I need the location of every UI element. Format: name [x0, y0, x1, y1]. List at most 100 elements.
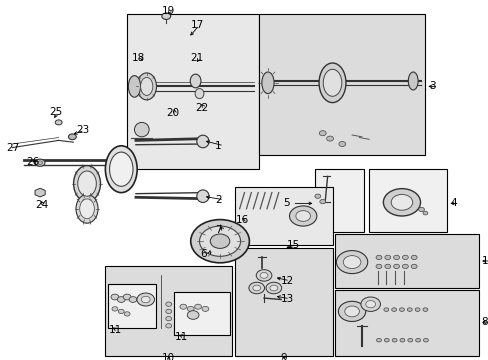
- Circle shape: [269, 285, 277, 291]
- Ellipse shape: [134, 122, 149, 137]
- Circle shape: [202, 306, 208, 311]
- Circle shape: [265, 282, 281, 294]
- Circle shape: [141, 296, 150, 303]
- Circle shape: [393, 264, 399, 269]
- Circle shape: [137, 293, 154, 306]
- Circle shape: [422, 308, 427, 311]
- Circle shape: [414, 308, 419, 311]
- Text: 19: 19: [161, 6, 174, 16]
- Bar: [334, 290, 478, 356]
- Circle shape: [423, 338, 427, 342]
- Circle shape: [187, 311, 199, 319]
- Text: 23: 23: [76, 125, 89, 135]
- Circle shape: [252, 285, 260, 291]
- Circle shape: [410, 255, 416, 260]
- Text: 6: 6: [200, 249, 207, 259]
- Circle shape: [390, 194, 412, 210]
- Circle shape: [343, 256, 360, 269]
- Bar: [234, 187, 332, 245]
- Circle shape: [165, 302, 171, 306]
- Text: 12: 12: [281, 276, 294, 286]
- Text: 14: 14: [481, 256, 488, 266]
- Circle shape: [338, 141, 345, 147]
- Circle shape: [165, 324, 171, 328]
- Circle shape: [384, 264, 390, 269]
- Ellipse shape: [407, 72, 417, 90]
- Circle shape: [376, 338, 381, 342]
- Circle shape: [384, 255, 390, 260]
- Circle shape: [375, 255, 381, 260]
- Text: 17: 17: [190, 20, 203, 30]
- Text: 18: 18: [132, 53, 145, 63]
- Circle shape: [129, 297, 137, 302]
- Bar: [315, 169, 364, 232]
- Circle shape: [338, 301, 365, 321]
- Circle shape: [190, 220, 249, 263]
- Bar: [334, 234, 478, 288]
- Circle shape: [375, 264, 381, 269]
- Circle shape: [391, 308, 396, 311]
- Circle shape: [418, 207, 424, 212]
- Circle shape: [326, 136, 333, 141]
- Text: 7: 7: [215, 225, 222, 235]
- Text: 13: 13: [281, 294, 294, 304]
- Circle shape: [360, 297, 380, 311]
- Ellipse shape: [128, 76, 141, 97]
- Ellipse shape: [262, 72, 273, 94]
- Circle shape: [344, 306, 359, 317]
- Text: 11: 11: [108, 325, 122, 335]
- Text: 10: 10: [162, 353, 175, 360]
- Ellipse shape: [105, 146, 137, 193]
- Bar: [127, 14, 259, 169]
- Circle shape: [336, 251, 367, 274]
- Text: 2: 2: [215, 195, 222, 205]
- Circle shape: [260, 273, 267, 278]
- Circle shape: [210, 234, 229, 248]
- Text: 4: 4: [450, 198, 457, 208]
- Circle shape: [407, 338, 412, 342]
- Text: 3: 3: [428, 81, 435, 91]
- Circle shape: [319, 131, 325, 136]
- Circle shape: [407, 308, 411, 311]
- Circle shape: [112, 307, 118, 311]
- Bar: [107, 284, 156, 328]
- Ellipse shape: [76, 194, 98, 223]
- Circle shape: [402, 255, 407, 260]
- Bar: [259, 14, 425, 155]
- Text: 25: 25: [49, 107, 62, 117]
- Ellipse shape: [319, 63, 346, 103]
- Text: 26: 26: [26, 157, 40, 167]
- Ellipse shape: [196, 190, 209, 202]
- Text: 11: 11: [175, 332, 188, 342]
- Circle shape: [162, 13, 170, 19]
- Text: 9: 9: [280, 353, 286, 360]
- Text: 8: 8: [481, 317, 488, 327]
- Circle shape: [399, 338, 404, 342]
- Circle shape: [180, 304, 186, 309]
- Text: 16: 16: [236, 215, 249, 225]
- Circle shape: [319, 199, 325, 204]
- Ellipse shape: [78, 171, 96, 196]
- Circle shape: [199, 226, 240, 256]
- Circle shape: [194, 304, 201, 309]
- Bar: [173, 292, 229, 335]
- Circle shape: [117, 297, 125, 302]
- Circle shape: [248, 282, 264, 294]
- Ellipse shape: [109, 152, 133, 186]
- Ellipse shape: [80, 199, 94, 219]
- Bar: [368, 169, 447, 232]
- Circle shape: [314, 194, 320, 198]
- Bar: [105, 266, 232, 356]
- Circle shape: [391, 338, 396, 342]
- Ellipse shape: [196, 135, 209, 148]
- Circle shape: [38, 161, 42, 165]
- Circle shape: [289, 206, 316, 226]
- Circle shape: [384, 338, 388, 342]
- Text: 27: 27: [6, 143, 19, 153]
- Circle shape: [399, 308, 404, 311]
- Circle shape: [111, 294, 119, 300]
- Text: 24: 24: [35, 200, 48, 210]
- Ellipse shape: [141, 77, 153, 95]
- Text: 21: 21: [190, 53, 203, 63]
- Text: 15: 15: [286, 240, 300, 250]
